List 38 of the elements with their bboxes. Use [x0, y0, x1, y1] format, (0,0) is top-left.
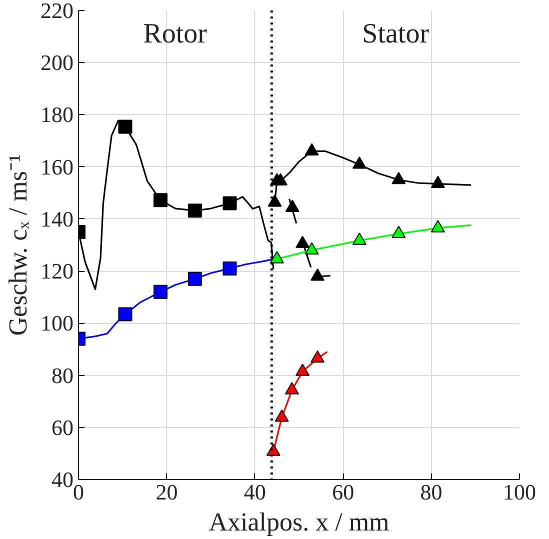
y-tick-label: 120	[40, 258, 74, 284]
point	[266, 444, 280, 456]
y-tick-label: 80	[52, 362, 74, 388]
y-tick-label: 160	[40, 154, 74, 180]
point	[273, 173, 288, 186]
y-axis-title: Geschw. cₓ / ms⁻¹	[4, 154, 32, 336]
y-tick-label: 180	[40, 102, 74, 128]
x-tick-label: 20	[156, 480, 178, 504]
y-tick-label: 200	[40, 50, 74, 76]
y-tick-label: 60	[52, 414, 74, 440]
point	[284, 382, 299, 394]
point	[310, 268, 325, 281]
y-tick-label: 100	[40, 310, 74, 336]
point	[392, 172, 406, 184]
point	[352, 156, 366, 169]
y-tick-label: 220	[40, 0, 74, 23]
point	[285, 200, 300, 212]
point	[270, 251, 284, 264]
point	[430, 220, 445, 232]
x-tick-label: 40	[244, 480, 266, 504]
y-tick-label: 140	[40, 206, 74, 232]
point	[304, 242, 319, 254]
point	[268, 194, 282, 207]
point	[296, 364, 310, 376]
point	[430, 176, 445, 188]
x-tick-label: 80	[420, 480, 442, 504]
point	[392, 226, 406, 238]
x-tick-label: 100	[503, 480, 536, 504]
point	[352, 232, 366, 245]
point	[296, 236, 310, 248]
x-tick-label: 60	[332, 480, 354, 504]
x-tick-label: 0	[73, 480, 84, 504]
annotation: Rotor	[143, 18, 208, 50]
point	[304, 143, 319, 156]
point	[310, 350, 325, 363]
x-axis-title: Axialpos. x / mm	[208, 508, 390, 536]
annotation: Stator	[362, 18, 430, 50]
point	[274, 409, 289, 422]
